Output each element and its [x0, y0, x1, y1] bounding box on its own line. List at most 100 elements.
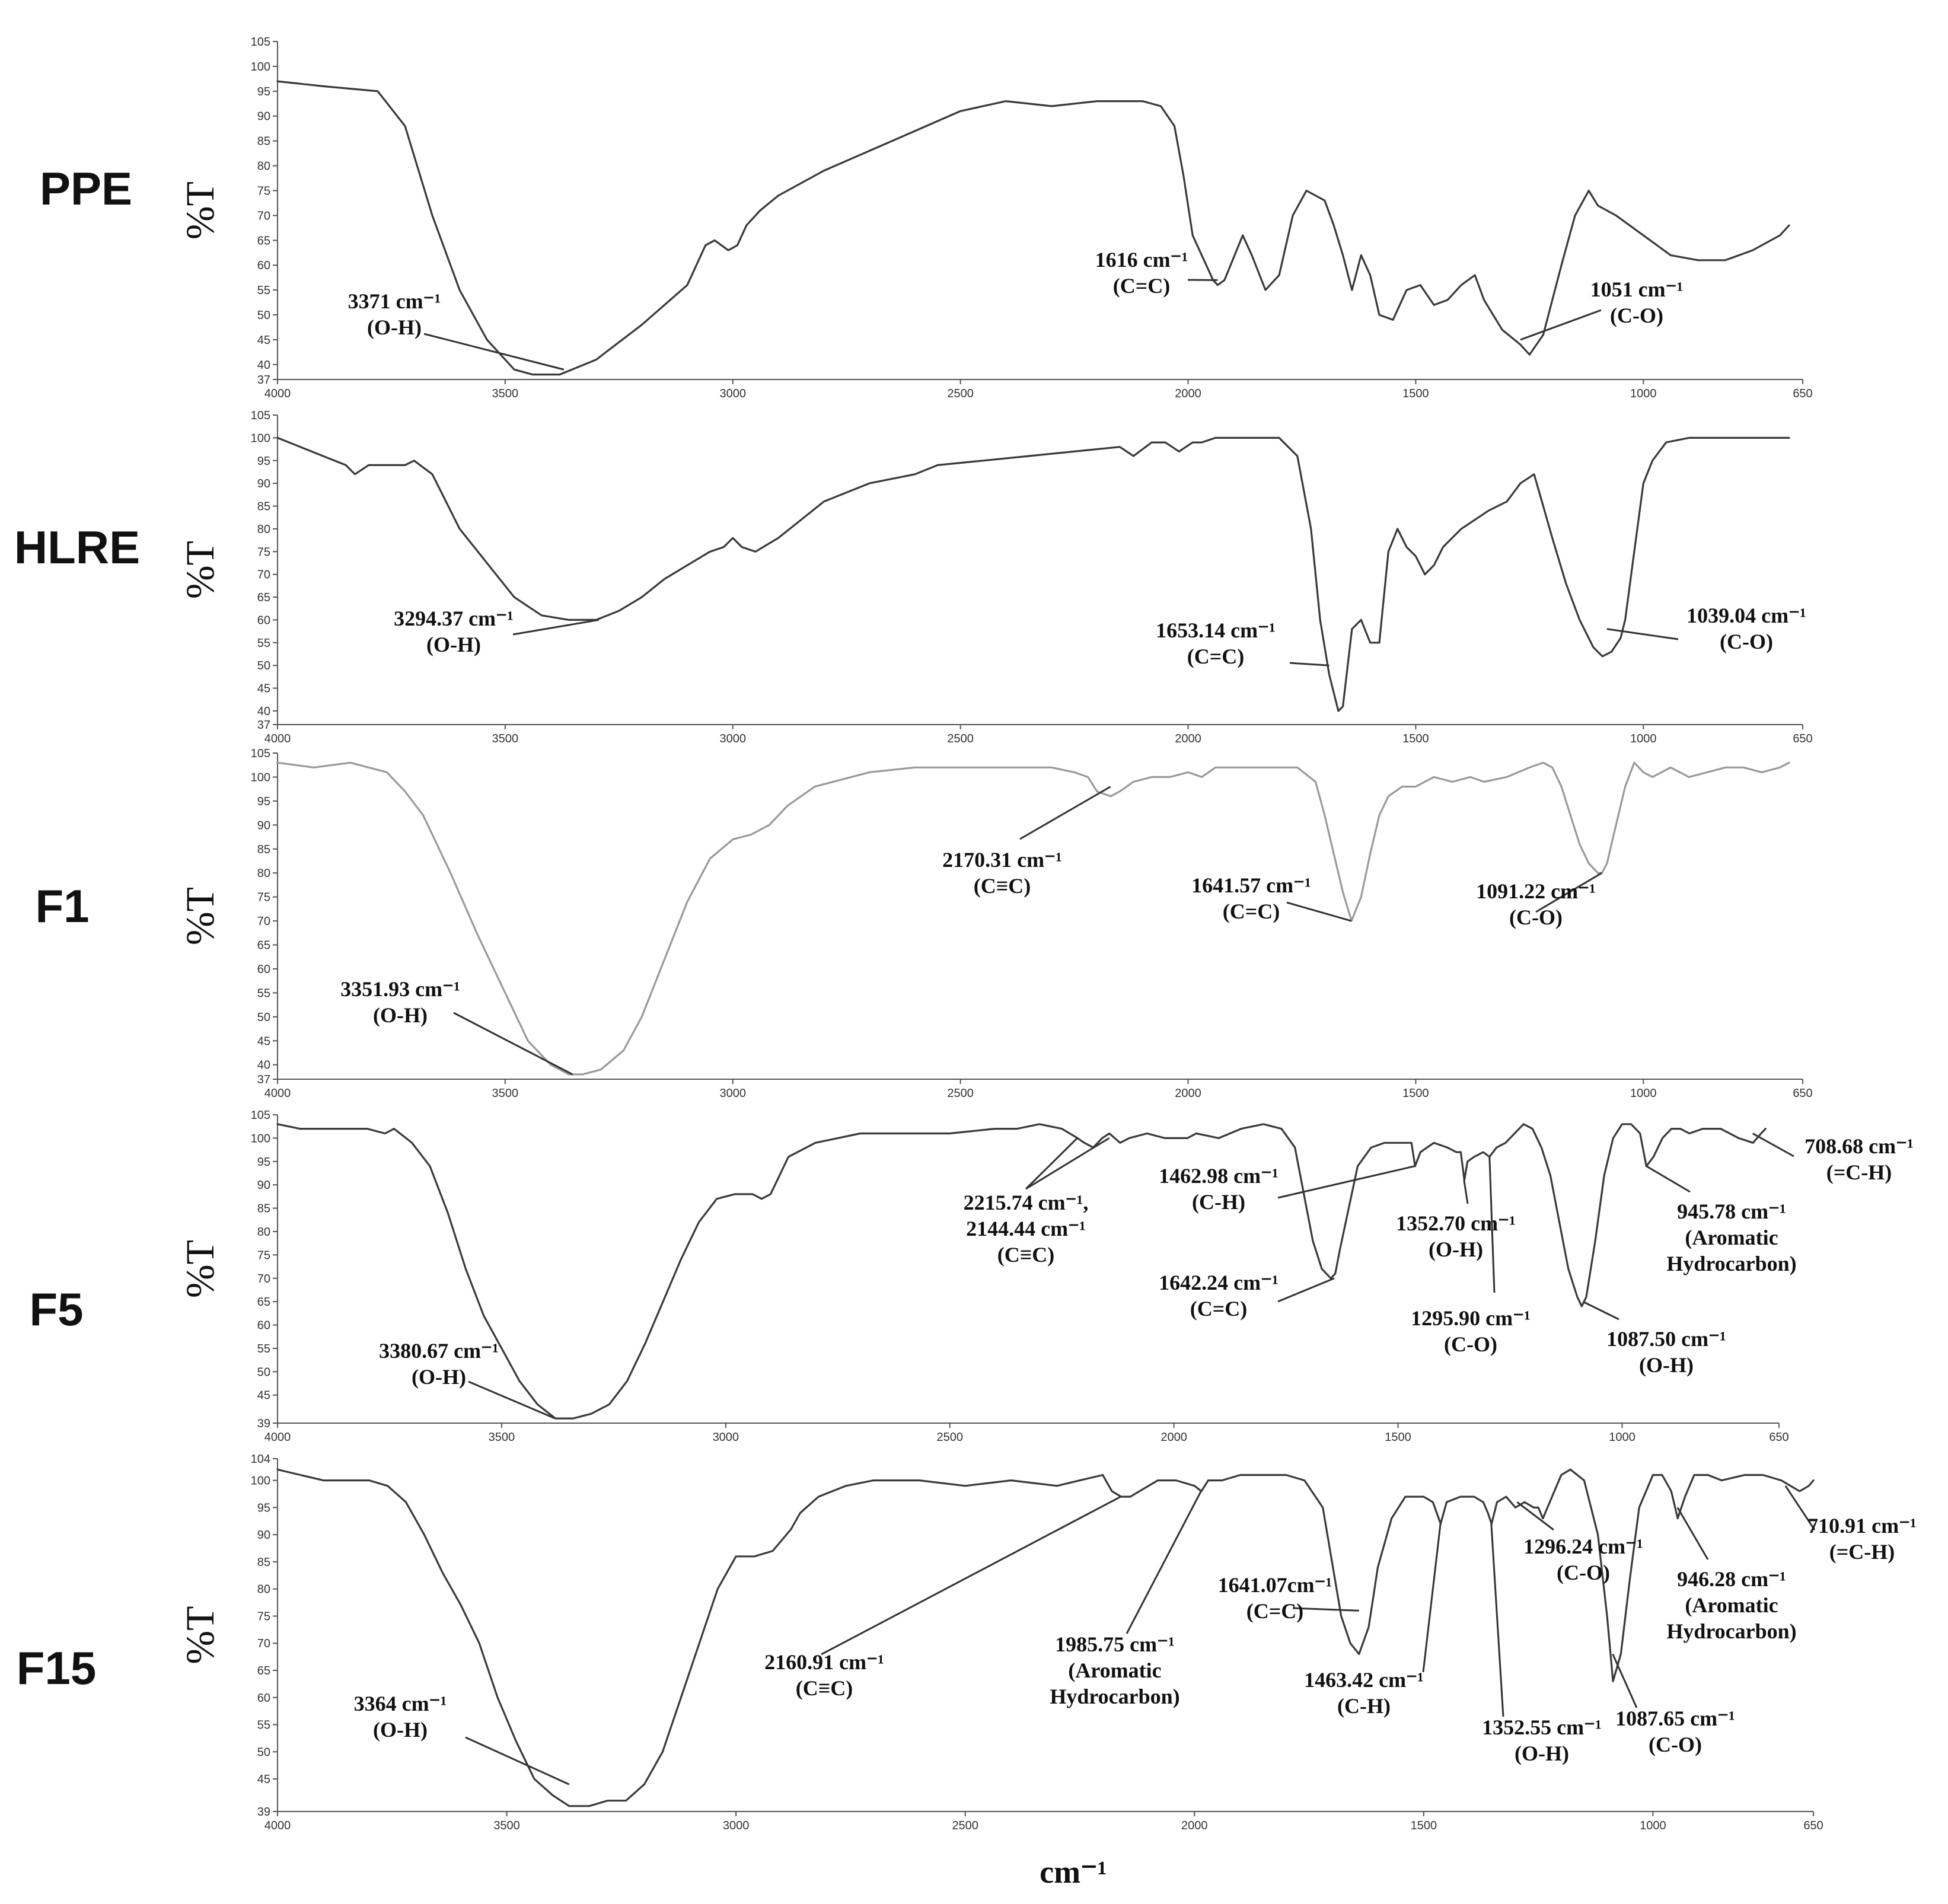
peak-annotation: 710.91 cm⁻¹(=C-H): [1784, 1485, 1917, 1564]
peak-annotation: 1352.55 cm⁻¹ (O-H): [1482, 1523, 1602, 1765]
annotation-leader-line: [1488, 1156, 1496, 1293]
annotation-leader-line: [1277, 1277, 1335, 1303]
x-tick-label: 650: [1803, 1819, 1823, 1832]
annotation-wavenumber: 1462.98 cm⁻¹: [1159, 1164, 1279, 1188]
peak-annotation: 1296.24 cm⁻¹ (C-O): [1516, 1501, 1643, 1584]
y-tick-label: 70: [257, 1637, 270, 1650]
spectrum-line-f15: [276, 1468, 1815, 1807]
y-tick-label: 45: [257, 1035, 270, 1048]
peak-annotation: 1642.24 cm⁻¹ (C=C): [1159, 1271, 1335, 1321]
annotation-group: (O-H): [1429, 1238, 1483, 1261]
y-tick-label: 55: [257, 1719, 270, 1732]
panel-title: PPE: [40, 162, 132, 215]
annotation-leader-line: [1277, 1165, 1415, 1199]
y-tick-label: 50: [257, 1366, 270, 1379]
annotation-group: (Aromatic: [1068, 1659, 1161, 1682]
peak-annotation: 3364 cm⁻¹ (O-H): [354, 1692, 570, 1785]
x-tick-label: 2500: [947, 732, 974, 745]
y-tick-label: 60: [257, 1319, 270, 1332]
y-tick-label: 40: [257, 705, 270, 718]
y-tick-label: 90: [257, 477, 270, 490]
annotation-group: (C-O): [1509, 905, 1563, 929]
annotation-wavenumber: 3364 cm⁻¹: [354, 1692, 447, 1715]
panel-f1: F1 %T 105 100 95 90 85 80 75 70 65 60 55 50 45 40374000…: [35, 747, 1812, 1100]
peak-annotation: 1985.75 cm⁻¹ (Aromatic Hydrocarbon): [1050, 1491, 1202, 1708]
x-tick-label: 1000: [1630, 1087, 1657, 1100]
annotation-group: (C-O): [1720, 630, 1773, 653]
annotation-group: (C-H): [1192, 1190, 1245, 1214]
annotation-group: (C-O): [1444, 1332, 1497, 1356]
peak-annotation: 2160.91 cm⁻¹(C≡C): [764, 1495, 1121, 1700]
annotation-leader-line: [465, 1736, 570, 1785]
annotation-group: (C=C): [1246, 1599, 1304, 1623]
annotation-wavenumber: 2215.74 cm⁻¹,: [964, 1191, 1089, 1214]
y-tick-label: 65: [257, 234, 270, 247]
y-tick-label: 85: [257, 843, 270, 856]
annotation-group: (C=C): [1113, 274, 1171, 298]
peak-annotation: 708.68 cm⁻¹(=C-H): [1752, 1133, 1914, 1184]
annotation-leader-line: [1646, 1165, 1691, 1193]
annotation-wavenumber: 946.28 cm⁻¹: [1677, 1567, 1786, 1591]
x-tick-label: 2000: [1175, 387, 1201, 400]
y-tick-label: 55: [257, 284, 270, 297]
annotation-leader-line: [1516, 1501, 1554, 1531]
y-tick-label: 65: [257, 591, 270, 604]
peak-annotation: 1352.70 cm⁻¹ (O-H): [1396, 1180, 1516, 1261]
peak-annotation: 1653.14 cm⁻¹ (C=C): [1156, 618, 1330, 668]
annotation-group: (O-H): [1639, 1353, 1694, 1377]
annotation-wavenumber: 1642.24 cm⁻¹: [1159, 1271, 1279, 1294]
peak-annotation: 3371 cm⁻¹(O-H): [348, 289, 565, 371]
peak-annotation: 1087.50 cm⁻¹(O-H): [1582, 1300, 1726, 1377]
spectrum-line-f5: [276, 1123, 1767, 1420]
y-tick-label: 105: [251, 1109, 270, 1122]
annotation-wavenumber: 1352.55 cm⁻¹: [1482, 1715, 1602, 1739]
x-tick-label: 2000: [1175, 732, 1201, 745]
y-tick-label: 40: [257, 1059, 270, 1072]
peak-annotation: 1641.07cm⁻¹(C=C): [1218, 1573, 1359, 1623]
annotation-wavenumber: 1641.57 cm⁻¹: [1191, 873, 1311, 897]
x-tick-label: 4000: [264, 1087, 291, 1100]
annotation-leader-line: [512, 618, 600, 636]
x-tick-label: 2500: [952, 1819, 978, 1832]
y-tick-label: 70: [257, 1272, 270, 1286]
y-tick-label: 39: [257, 1417, 270, 1430]
annotation-group: (C≡C): [796, 1676, 853, 1700]
x-tick-label: 1500: [1402, 732, 1429, 745]
y-tick-label: 75: [257, 184, 270, 197]
annotation-wavenumber: 3380.67 cm⁻¹: [379, 1339, 499, 1363]
annotation-wavenumber: 1653.14 cm⁻¹: [1156, 618, 1276, 642]
annotation-group: (C-O): [1610, 304, 1663, 327]
y-tick-label: 45: [257, 1389, 270, 1402]
annotation-wavenumber: 3294.37 cm⁻¹: [394, 607, 514, 630]
y-tick-label: 50: [257, 309, 270, 322]
y-tick-label: 100: [251, 432, 270, 445]
x-tick-label: 4000: [264, 732, 291, 745]
annotation-leader-line: [1520, 309, 1602, 341]
x-tick-label: 650: [1793, 1087, 1812, 1100]
y-tick-label: 50: [257, 659, 270, 672]
annotation-group: (C-H): [1337, 1694, 1391, 1718]
annotation-leader-line: [1025, 1137, 1110, 1190]
annotation-wavenumber: 1295.90 cm⁻¹: [1411, 1306, 1531, 1330]
annotation-group: (C=C): [1190, 1297, 1248, 1321]
y-tick-label: 85: [257, 500, 270, 514]
annotation-group: (C=C): [1187, 645, 1245, 668]
y-tick-label: 75: [257, 546, 270, 559]
y-tick-label: 55: [257, 987, 270, 1000]
x-tick-label: 1000: [1630, 732, 1657, 745]
x-tick-label: 2500: [936, 1431, 963, 1444]
x-tick-label: 4000: [264, 1431, 291, 1444]
y-tick-label: 80: [257, 160, 270, 173]
y-tick-label: 40: [257, 359, 270, 372]
y-tick-label: 65: [257, 1664, 270, 1677]
annotation-leader-line: [1126, 1491, 1202, 1634]
annotation-leader-line: [821, 1495, 1121, 1656]
panel-title: F1: [35, 880, 89, 932]
x-tick-label: 2000: [1160, 1431, 1187, 1444]
annotation-group: (O-H): [426, 633, 481, 656]
y-tick-label: 100: [251, 1132, 270, 1145]
y-tick-label: 75: [257, 891, 270, 904]
